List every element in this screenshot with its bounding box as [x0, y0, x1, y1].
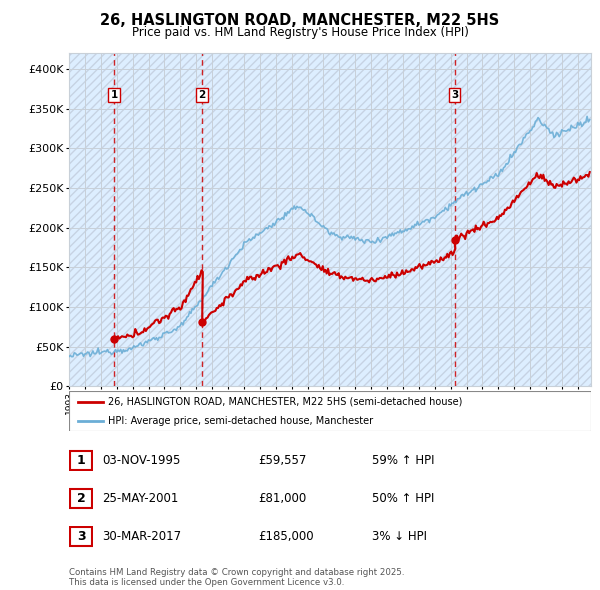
Text: 1: 1 [110, 90, 118, 100]
Text: 3: 3 [451, 90, 458, 100]
Text: 1: 1 [77, 454, 85, 467]
Text: 59% ↑ HPI: 59% ↑ HPI [372, 454, 434, 467]
Bar [70, 451, 92, 470]
Bar [69, 53, 591, 386]
Text: 26, HASLINGTON ROAD, MANCHESTER, M22 5HS (semi-detached house): 26, HASLINGTON ROAD, MANCHESTER, M22 5HS… [108, 397, 463, 407]
Text: 3: 3 [77, 530, 85, 543]
Text: £81,000: £81,000 [258, 492, 306, 505]
Text: Contains HM Land Registry data © Crown copyright and database right 2025.
This d: Contains HM Land Registry data © Crown c… [69, 568, 404, 587]
Text: 2: 2 [77, 492, 85, 505]
Text: 50% ↑ HPI: 50% ↑ HPI [372, 492, 434, 505]
Text: 03-NOV-1995: 03-NOV-1995 [102, 454, 181, 467]
Text: 2: 2 [199, 90, 206, 100]
Bar [70, 527, 92, 546]
Text: 3% ↓ HPI: 3% ↓ HPI [372, 530, 427, 543]
Text: 25-MAY-2001: 25-MAY-2001 [102, 492, 178, 505]
Text: £59,557: £59,557 [258, 454, 307, 467]
Text: £185,000: £185,000 [258, 530, 314, 543]
Bar [70, 489, 92, 508]
Text: 26, HASLINGTON ROAD, MANCHESTER, M22 5HS: 26, HASLINGTON ROAD, MANCHESTER, M22 5HS [100, 13, 500, 28]
Text: HPI: Average price, semi-detached house, Manchester: HPI: Average price, semi-detached house,… [108, 416, 373, 425]
Text: 30-MAR-2017: 30-MAR-2017 [102, 530, 181, 543]
Text: Price paid vs. HM Land Registry's House Price Index (HPI): Price paid vs. HM Land Registry's House … [131, 26, 469, 39]
